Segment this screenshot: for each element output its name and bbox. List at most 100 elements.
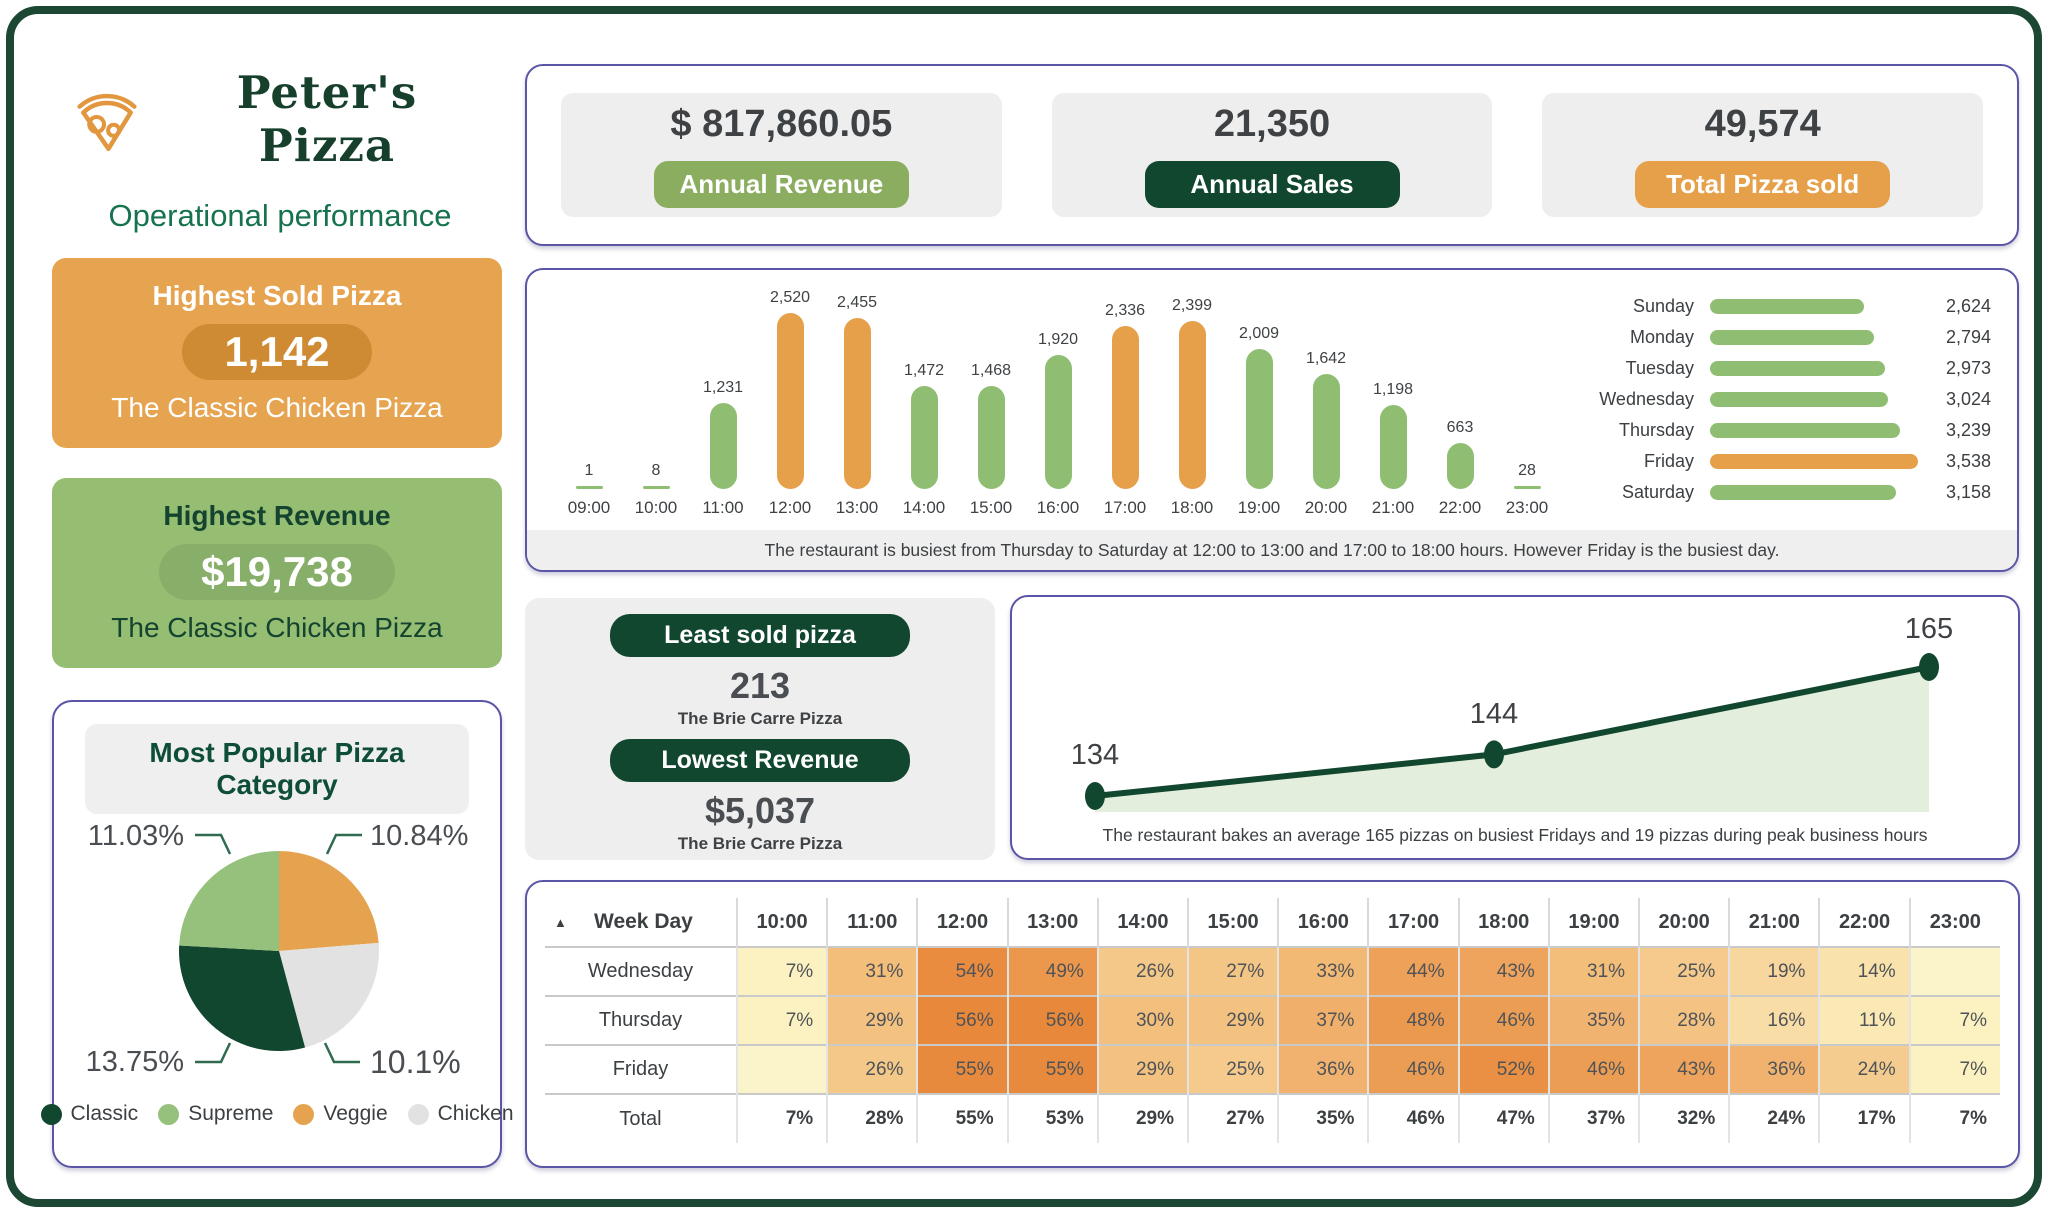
- hour-bar[interactable]: [1111, 326, 1139, 489]
- heatmap-cell[interactable]: 35%: [1547, 996, 1640, 1045]
- heatmap-cell[interactable]: 52%: [1457, 1045, 1549, 1094]
- highest-revenue-card: Highest Revenue $19,738 The Classic Chic…: [52, 478, 502, 668]
- heatmap-cell[interactable]: [1908, 947, 2000, 996]
- heatmap-cell[interactable]: 29%: [1187, 996, 1279, 1045]
- pie-callout-veggie: 10.84%: [370, 820, 469, 852]
- heatmap-cell[interactable]: 46%: [1547, 1045, 1640, 1094]
- baking-trend-panel: 134 144 165 The restaurant bakes an aver…: [1010, 595, 2020, 860]
- hour-bar-group: 1,472 14:00: [892, 282, 956, 518]
- weekday-bar[interactable]: [1710, 361, 1885, 376]
- kpi-card-annual-sales: 21,350 Annual Sales: [1051, 93, 1493, 217]
- heatmap-cell[interactable]: 56%: [1006, 996, 1098, 1045]
- heatmap-cell[interactable]: 36%: [1277, 1045, 1369, 1094]
- heatmap-cell[interactable]: 46%: [1457, 996, 1549, 1045]
- heatmap-cell[interactable]: 44%: [1367, 947, 1459, 996]
- hour-bar[interactable]: [1312, 374, 1340, 489]
- data-point-label: 165: [1904, 613, 1954, 645]
- hour-bar[interactable]: [1446, 443, 1474, 489]
- pie-slice-classic[interactable]: [178, 945, 306, 1052]
- weekday-bar-track: [1710, 423, 1918, 438]
- busy-hours-heatmap-table: ▲ Week Day 10:00 11:00 12:00 13:00 14:00 15:00 1…: [545, 898, 2000, 1143]
- pie-callout-supreme: 11.03%: [87, 820, 184, 852]
- time-column-header: 17:00: [1367, 898, 1459, 947]
- heatmap-cell[interactable]: 28%: [1638, 996, 1730, 1045]
- time-column-header: 20:00: [1638, 898, 1730, 947]
- legend-color-dot: [293, 1103, 315, 1125]
- heatmap-cell[interactable]: 31%: [826, 947, 918, 996]
- heatmap-cell[interactable]: 19%: [1728, 947, 1820, 996]
- heatmap-cell[interactable]: 16%: [1728, 996, 1820, 1045]
- weekday-bar[interactable]: [1710, 299, 1864, 314]
- heatmap-cell[interactable]: 49%: [1006, 947, 1098, 996]
- heatmap-cell[interactable]: 14%: [1818, 947, 1910, 996]
- heatmap-cell[interactable]: 36%: [1728, 1045, 1820, 1094]
- hour-bar[interactable]: [709, 403, 737, 489]
- hour-bar[interactable]: [1044, 355, 1072, 489]
- hour-bar[interactable]: [642, 486, 670, 489]
- heatmap-cell[interactable]: 55%: [916, 1045, 1008, 1094]
- heatmap-cell[interactable]: 29%: [826, 996, 918, 1045]
- heatmap-cell[interactable]: 33%: [1277, 947, 1369, 996]
- pie-slice-supreme[interactable]: [179, 851, 279, 951]
- heatmap-cell[interactable]: 25%: [1638, 947, 1730, 996]
- hour-bar[interactable]: [1379, 405, 1407, 489]
- hour-bar[interactable]: [910, 386, 938, 489]
- legend-label: Veggie: [323, 1102, 388, 1125]
- heatmap-panel: ▲ Week Day 10:00 11:00 12:00 13:00 14:00 15:00 1…: [525, 880, 2020, 1168]
- heatmap-cell[interactable]: 43%: [1638, 1045, 1730, 1094]
- heatmap-cell[interactable]: 11%: [1818, 996, 1910, 1045]
- hour-bar[interactable]: [1245, 349, 1273, 489]
- kpi-label-badge: Annual Sales: [1144, 160, 1400, 208]
- heatmap-cell[interactable]: 43%: [1457, 947, 1549, 996]
- heatmap-cell[interactable]: 7%: [1908, 1045, 2000, 1094]
- heatmap-cell[interactable]: 24%: [1818, 1045, 1910, 1094]
- data-point-marker[interactable]: [1085, 782, 1105, 810]
- hour-bar[interactable]: [1513, 486, 1541, 489]
- heatmap-cell[interactable]: 25%: [1187, 1045, 1279, 1094]
- heatmap-cell[interactable]: 7%: [1908, 996, 2000, 1045]
- page-title: Operational performance: [108, 198, 452, 233]
- axis-tick-label: 20:00: [1304, 498, 1348, 517]
- heatmap-cell[interactable]: 46%: [1367, 1045, 1459, 1094]
- axis-tick-label: 12:00: [768, 498, 812, 517]
- heatmap-row-total: Total 7% 28% 55% 53% 29% 27% 35% 46% 47% 37% 32% 24%…: [545, 1094, 2000, 1143]
- heatmap-cell[interactable]: 29%: [1096, 1045, 1189, 1094]
- sort-ascending-icon[interactable]: ▲: [554, 914, 567, 930]
- heatmap-cell[interactable]: 56%: [916, 996, 1008, 1045]
- weekday-bar[interactable]: [1710, 392, 1888, 407]
- data-point-marker[interactable]: [1484, 740, 1504, 769]
- hour-bar[interactable]: [1178, 321, 1206, 489]
- weekday-bar-track: [1710, 392, 1918, 407]
- heatmap-cell[interactable]: 48%: [1367, 996, 1459, 1045]
- heatmap-cell[interactable]: 26%: [1096, 947, 1189, 996]
- weekday-bar[interactable]: [1710, 330, 1874, 345]
- hour-bar[interactable]: [977, 386, 1005, 489]
- time-column-header: 12:00: [916, 898, 1008, 947]
- weekday-bar[interactable]: [1710, 485, 1896, 500]
- hour-bar[interactable]: [776, 313, 804, 489]
- heatmap-cell[interactable]: 30%: [1096, 996, 1189, 1045]
- heatmap-cell[interactable]: 54%: [916, 947, 1008, 996]
- heatmap-cell[interactable]: 26%: [826, 1045, 918, 1094]
- heatmap-cell[interactable]: [735, 1045, 828, 1094]
- hour-bar[interactable]: [575, 486, 603, 489]
- bar-value-label: 2,624: [1945, 296, 1991, 316]
- pie-slice-veggie[interactable]: [279, 851, 379, 951]
- pie-slice-chicken[interactable]: [279, 942, 379, 1048]
- heatmap-cell[interactable]: 7%: [735, 947, 828, 996]
- heatmap-total-cell: 27%: [1187, 1094, 1279, 1143]
- heatmap-cell[interactable]: 37%: [1277, 996, 1369, 1045]
- heatmap-cell[interactable]: 7%: [735, 996, 828, 1045]
- weekday-bar-row: Friday 3,538: [1566, 451, 1991, 472]
- data-point-marker[interactable]: [1919, 653, 1939, 681]
- heatmap-row-wednesday: Wednesday 7% 31% 54% 49% 26% 27% 33% 44% 43% 31% 25…: [545, 947, 2000, 996]
- bar-value-label: 1,472: [903, 362, 945, 379]
- axis-tick-label: 16:00: [1036, 498, 1080, 517]
- heatmap-cell[interactable]: 55%: [1006, 1045, 1098, 1094]
- hour-bar[interactable]: [843, 318, 871, 489]
- weekday-bar[interactable]: [1710, 423, 1900, 438]
- heatmap-cell[interactable]: 31%: [1547, 947, 1640, 996]
- heatmap-cell[interactable]: 27%: [1187, 947, 1279, 996]
- hour-bar-group: 2,336 17:00: [1093, 282, 1157, 518]
- weekday-bar[interactable]: [1710, 454, 1918, 469]
